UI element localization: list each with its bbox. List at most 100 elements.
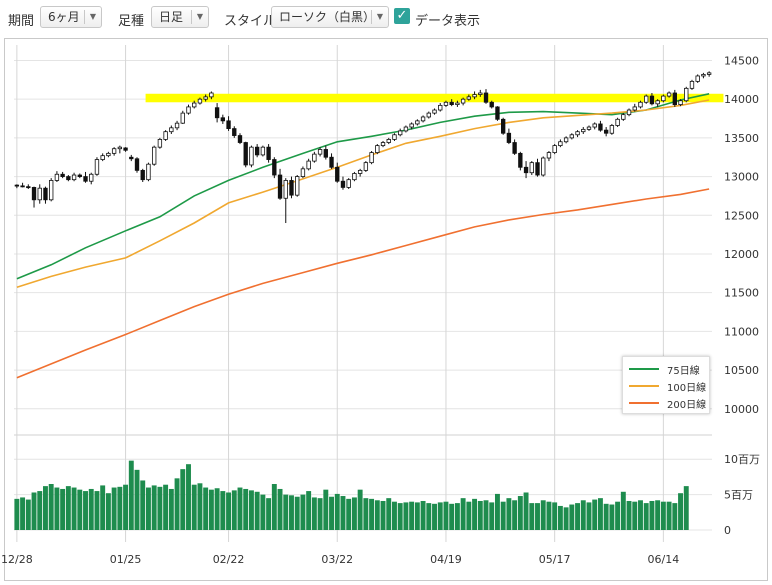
- candle-body: [575, 131, 580, 136]
- candle: [37, 184, 42, 204]
- candle-body: [420, 116, 426, 122]
- candle-body: [655, 100, 660, 105]
- candle-body: [209, 92, 214, 98]
- volume-bar: [157, 486, 163, 530]
- candle: [455, 100, 460, 107]
- candle: [655, 99, 660, 107]
- chevron-down-icon: ▼: [376, 12, 383, 21]
- candle: [272, 157, 277, 179]
- candle: [100, 153, 105, 162]
- candle: [77, 173, 82, 179]
- candle: [323, 145, 328, 160]
- candle-body: [140, 169, 145, 181]
- candle: [243, 141, 248, 168]
- volume-bar: [403, 502, 409, 530]
- candle-body: [558, 141, 563, 147]
- volume-bar: [266, 498, 272, 530]
- candle-body: [66, 176, 71, 181]
- volume-bar: [449, 503, 455, 530]
- volume-bar: [580, 500, 586, 530]
- price-tick-label: 14500: [724, 54, 759, 67]
- volume-bar: [111, 487, 117, 530]
- candle-body: [117, 146, 123, 150]
- candle: [346, 178, 351, 189]
- candle-body: [71, 174, 77, 181]
- candle-body: [375, 145, 380, 153]
- candle-body: [186, 106, 191, 114]
- candle: [581, 127, 586, 135]
- select-divider: [84, 10, 85, 24]
- candle-body: [609, 125, 615, 134]
- candle-body: [443, 101, 449, 106]
- volume-bar: [191, 484, 197, 530]
- candle-body: [312, 153, 317, 162]
- candle-body: [695, 75, 700, 82]
- candle: [289, 176, 294, 199]
- candle: [266, 144, 271, 163]
- candle: [460, 97, 466, 106]
- candle-body: [592, 123, 597, 128]
- volume-bar: [231, 490, 237, 530]
- candle: [512, 139, 517, 155]
- volume-bar: [409, 501, 415, 530]
- legend-swatch: [629, 368, 659, 370]
- candle: [157, 137, 163, 149]
- candle-body: [295, 176, 300, 196]
- candle-body: [644, 95, 649, 103]
- candle-body: [192, 102, 197, 108]
- candle: [151, 145, 157, 166]
- volume-bar: [277, 488, 283, 530]
- data-display-checkbox[interactable]: ✓: [394, 8, 410, 24]
- candle-body: [495, 106, 500, 120]
- candle-body: [426, 112, 431, 118]
- legend-swatch: [629, 402, 659, 404]
- candle-body: [666, 92, 672, 97]
- volume-bar: [569, 504, 575, 530]
- price-tick-label: 10000: [724, 403, 759, 416]
- volume-bar: [14, 498, 20, 530]
- candle-body: [146, 163, 151, 181]
- price-tick-label: 11500: [724, 287, 759, 300]
- candle: [232, 126, 237, 138]
- volume-bar: [48, 484, 54, 530]
- style-label: スタイル: [224, 14, 277, 29]
- candle: [43, 186, 48, 204]
- candle: [237, 133, 243, 145]
- volume-bar: [88, 488, 94, 530]
- style-select[interactable]: ローソク（白黒） ▼: [271, 6, 389, 28]
- candle-body: [306, 160, 311, 170]
- candle: [466, 94, 472, 101]
- volume-bar: [60, 488, 66, 530]
- highlight-band: [145, 93, 724, 103]
- date-tick-label: 12/28: [1, 553, 33, 566]
- volume-bar: [586, 502, 592, 530]
- volume-bar: [597, 498, 603, 530]
- candle-body: [335, 166, 340, 182]
- volume-bar: [105, 493, 111, 530]
- candle-body: [363, 162, 369, 171]
- candle-body: [300, 168, 306, 177]
- volume-bar: [649, 500, 655, 530]
- candle-body: [289, 180, 294, 196]
- volume-bar: [655, 500, 661, 530]
- candle-body: [77, 174, 82, 177]
- candle-body: [100, 155, 105, 160]
- volume-bar: [37, 491, 43, 530]
- volume-bar: [460, 498, 466, 530]
- candle: [706, 71, 712, 77]
- volume-bar: [254, 491, 260, 530]
- bar-type-label: 足種: [118, 14, 145, 29]
- date-tick-label: 01/25: [110, 553, 142, 566]
- candle: [398, 128, 403, 137]
- candle-body: [689, 80, 695, 89]
- candle-body: [552, 145, 557, 153]
- data-display-label[interactable]: データ表示: [415, 14, 481, 29]
- candle-body: [621, 114, 626, 120]
- candle-body: [226, 120, 231, 129]
- period-select[interactable]: 6ヶ月 ▼: [40, 6, 102, 28]
- candle: [432, 108, 437, 115]
- volume-bar: [529, 503, 535, 530]
- bar-type-select[interactable]: 日足 ▼: [151, 6, 209, 28]
- candle: [26, 184, 31, 189]
- volume-bar: [437, 502, 443, 530]
